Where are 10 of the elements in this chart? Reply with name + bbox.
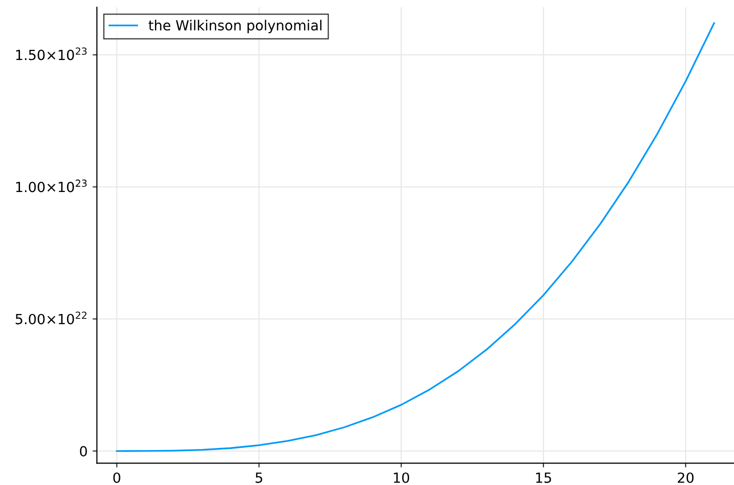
- x-tick-label: 15: [536, 472, 552, 483]
- x-tick-label: 0: [113, 472, 120, 483]
- y-tick-label: 0: [80, 446, 87, 456]
- x-tick-label: 20: [678, 472, 694, 483]
- legend-label: the Wilkinson polynomial: [148, 20, 322, 34]
- x-tick-label: 5: [256, 472, 262, 483]
- x-tick-label: 10: [394, 472, 410, 483]
- y-tick-label: 5.00×10$^{22}$: [16, 312, 86, 324]
- y-tick-label: 1.50×10$^{23}$: [16, 47, 87, 60]
- y-tick-label: 1.00×10$^{23}$: [16, 180, 87, 192]
